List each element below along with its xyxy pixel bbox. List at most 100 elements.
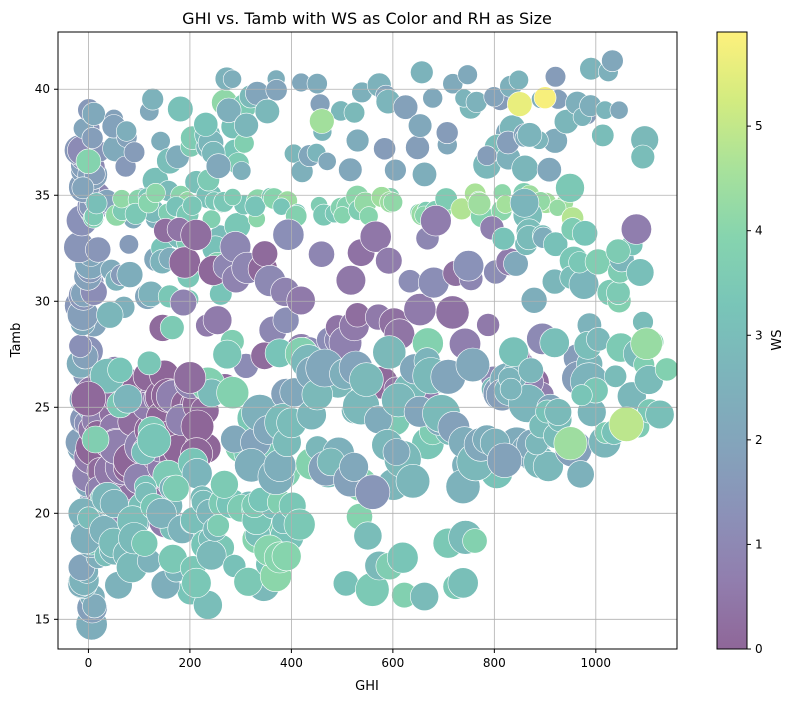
data-point <box>212 339 242 370</box>
x-axis-label: GHI <box>355 679 379 694</box>
data-point <box>116 120 138 142</box>
data-point <box>317 151 337 171</box>
data-point <box>435 295 470 330</box>
data-point <box>601 49 624 73</box>
data-point <box>511 154 539 183</box>
data-point <box>566 460 595 489</box>
data-point <box>435 121 459 144</box>
y-axis-ticks: 15 20 25 30 35 40 <box>35 82 58 626</box>
data-point <box>145 183 166 204</box>
data-point <box>81 127 104 149</box>
data-point <box>397 269 422 294</box>
data-point <box>516 122 543 148</box>
data-point <box>123 141 146 163</box>
x-tick-label: 200 <box>178 656 201 670</box>
colorbar-frame <box>716 31 748 650</box>
data-point <box>507 91 533 117</box>
data-point <box>533 86 557 110</box>
data-point <box>251 240 278 267</box>
data-point <box>96 301 124 329</box>
data-point <box>645 399 675 430</box>
y-tick-label: 35 <box>35 188 50 202</box>
colorbar-ticks: 0 1 2 3 4 5 <box>747 119 763 656</box>
data-point <box>81 425 110 454</box>
data-point <box>196 540 227 571</box>
x-axis-ticks: 0 200 400 600 800 1000 <box>85 649 611 670</box>
data-point <box>233 112 259 138</box>
data-point <box>539 327 570 358</box>
y-tick-label: 40 <box>35 82 50 96</box>
data-point <box>202 305 233 335</box>
data-point <box>543 231 569 257</box>
data-point <box>306 73 328 95</box>
data-point <box>553 426 588 461</box>
data-point <box>283 508 316 541</box>
colorbar-tick-label: 1 <box>755 537 763 551</box>
data-point <box>137 423 172 458</box>
data-point <box>476 313 500 337</box>
data-point <box>107 356 134 383</box>
grid <box>58 32 677 649</box>
x-tick-label: 1000 <box>581 656 612 670</box>
data-point <box>113 384 143 414</box>
data-point <box>462 528 488 554</box>
data-point <box>410 60 434 85</box>
data-point <box>309 108 335 134</box>
data-point <box>520 286 548 314</box>
data-point <box>447 567 479 599</box>
data-point <box>457 64 478 85</box>
data-point <box>508 69 529 91</box>
colorbar-label: WS <box>770 329 785 350</box>
data-point <box>182 195 203 216</box>
data-point <box>420 205 452 237</box>
data-point <box>544 66 567 88</box>
data-point <box>603 364 627 388</box>
colorbar-tick-label: 4 <box>755 224 763 238</box>
data-point <box>571 220 598 247</box>
data-point <box>455 347 490 383</box>
data-point <box>116 261 144 288</box>
data-point <box>498 336 529 367</box>
data-point <box>373 137 397 161</box>
data-point <box>162 474 190 503</box>
data-point <box>118 234 139 255</box>
data-point <box>536 157 562 183</box>
data-point <box>353 521 383 551</box>
y-axis-label: Tamb <box>9 323 24 359</box>
colorbar: 0 1 2 3 4 5 WS <box>716 31 785 656</box>
data-point <box>359 220 392 253</box>
data-point <box>210 470 239 499</box>
data-point <box>518 357 544 384</box>
data-point <box>216 376 250 410</box>
data-point <box>180 219 212 251</box>
data-point <box>372 335 407 370</box>
data-point <box>548 199 567 217</box>
data-point <box>272 218 305 251</box>
data-point <box>85 192 108 215</box>
y-tick-label: 15 <box>35 612 50 626</box>
data-points <box>63 49 677 641</box>
y-tick-label: 30 <box>35 294 50 308</box>
data-point <box>332 570 359 597</box>
y-tick-label: 20 <box>35 506 50 520</box>
data-point <box>654 357 677 382</box>
data-point <box>411 161 437 187</box>
data-point <box>244 195 266 217</box>
colorbar-gradient <box>717 32 747 649</box>
data-point <box>168 246 201 279</box>
data-point <box>544 398 573 426</box>
data-point <box>395 464 431 499</box>
data-point <box>150 131 171 152</box>
data-point <box>272 197 291 216</box>
data-point <box>354 474 391 510</box>
data-point <box>81 102 106 126</box>
x-tick-label: 600 <box>381 656 404 670</box>
plot-frame <box>57 31 678 650</box>
data-point <box>591 123 615 147</box>
data-point <box>286 285 316 316</box>
data-point <box>491 227 516 251</box>
data-point <box>343 101 366 124</box>
data-point <box>216 97 242 123</box>
data-point <box>626 258 655 287</box>
